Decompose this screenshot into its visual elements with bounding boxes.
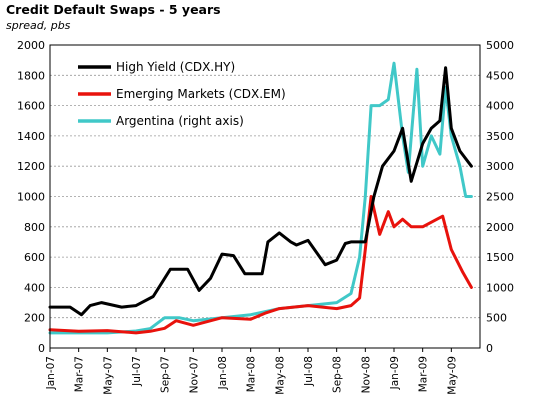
chart-title: Credit Default Swaps - 5 years — [6, 2, 221, 17]
right-tick-label: 3000 — [486, 160, 514, 173]
x-tick-label: Mar-09 — [418, 356, 430, 392]
x-tick-label: Jan-07 — [45, 356, 57, 390]
right-tick-label: 4000 — [486, 100, 514, 113]
left-tick-label: 800 — [24, 221, 45, 234]
legend-label: Argentina (right axis) — [116, 114, 244, 128]
left-tick-label: 1200 — [17, 160, 45, 173]
left-tick-label: 0 — [38, 342, 45, 355]
x-tick-label: Sep-08 — [332, 356, 344, 393]
right-tick-label: 4500 — [486, 69, 514, 82]
x-tick-label: May-08 — [274, 356, 286, 395]
left-y-axis: 0 200 400 600 800 1000 1200 1400 1600 1800 2000 — [17, 39, 45, 355]
right-tick-label: 1500 — [486, 251, 514, 264]
series-line — [48, 61, 473, 335]
left-tick-label: 1000 — [17, 191, 45, 204]
series-lines — [48, 61, 473, 335]
left-tick-label: 2000 — [17, 39, 45, 52]
left-tick-label: 200 — [24, 312, 45, 325]
plot-frame — [49, 44, 481, 349]
x-tick-label: Jul-07 — [131, 356, 143, 387]
x-tick-label: Nov-08 — [360, 356, 372, 393]
legend-label: Emerging Markets (CDX.EM) — [116, 87, 286, 101]
x-axis: Jan-07 Mar-07 May-07 Jul-07 Sep-07 Nov-07 Jan-… — [45, 348, 458, 395]
x-tick-label: May-09 — [446, 356, 458, 395]
x-tick-label: Sep-07 — [160, 356, 172, 393]
right-tick-label: 5000 — [486, 39, 514, 52]
chart-subtitle: spread, pbs — [6, 19, 71, 32]
right-tick-label: 1000 — [486, 281, 514, 294]
right-tick-label: 2500 — [486, 191, 514, 204]
legend: High Yield (CDX.HY) Emerging Markets (CDX… — [78, 60, 286, 128]
right-tick-label: 2000 — [486, 221, 514, 234]
right-tick-label: 0 — [486, 342, 493, 355]
left-tick-label: 1400 — [17, 130, 45, 143]
left-tick-label: 1600 — [17, 100, 45, 113]
x-tick-label: Mar-07 — [74, 356, 86, 392]
series-line — [48, 66, 473, 317]
x-tick-label: Jan-09 — [389, 356, 401, 390]
legend-label: High Yield (CDX.HY) — [116, 60, 235, 74]
right-tick-label: 500 — [486, 312, 507, 325]
x-tick-label: Nov-07 — [188, 356, 200, 393]
x-tick-label: Mar-08 — [246, 356, 258, 392]
x-tick-label: Jul-08 — [303, 356, 315, 387]
left-tick-label: 400 — [24, 281, 45, 294]
x-tick-label: Jan-08 — [217, 356, 229, 390]
left-tick-label: 600 — [24, 251, 45, 264]
x-tick-label: May-07 — [102, 356, 114, 395]
series-line — [48, 195, 473, 335]
right-y-axis: 0 500 1000 1500 2000 2500 3000 3500 4000 4500 5000 — [486, 39, 514, 355]
left-tick-label: 1800 — [17, 69, 45, 82]
right-tick-label: 3500 — [486, 130, 514, 143]
gridlines — [50, 74, 480, 319]
